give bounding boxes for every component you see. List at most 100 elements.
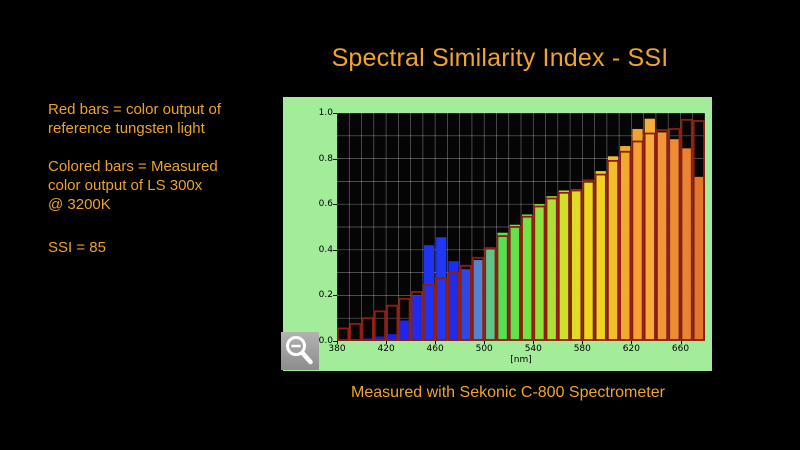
reference-bar xyxy=(447,271,460,341)
measured-bar xyxy=(656,132,668,341)
measured-bar xyxy=(595,171,606,341)
measured-bar xyxy=(669,139,680,341)
x-tick-mark xyxy=(435,341,437,344)
annotation-line: reference tungsten light xyxy=(48,120,205,137)
measured-bar xyxy=(509,224,520,341)
reference-bar xyxy=(656,129,669,341)
measured-bar xyxy=(681,148,692,341)
spectrum-svg xyxy=(337,113,705,341)
reference-bar xyxy=(410,291,423,341)
annotation-red-bars: Red bars = color output of reference tung… xyxy=(48,100,273,138)
reference-bar xyxy=(570,189,583,341)
x-axis-unit-label: [nm] xyxy=(510,355,532,365)
reference-bar xyxy=(619,150,632,341)
reference-bar xyxy=(668,128,681,341)
reference-bar xyxy=(349,322,362,341)
reference-bar xyxy=(337,327,350,341)
annotation-ssi: SSI = 85 xyxy=(48,238,273,257)
y-tick-mark xyxy=(333,341,337,342)
annotation-colored-bars: Colored bars = Measured color output of L… xyxy=(48,157,273,214)
measured-bar xyxy=(460,269,471,341)
x-tick-label: 380 xyxy=(328,344,346,354)
measured-bar xyxy=(583,182,594,341)
reference-bar xyxy=(521,215,534,341)
reference-bar xyxy=(557,191,570,341)
x-tick-label: 660 xyxy=(671,344,690,354)
measured-bar xyxy=(497,232,508,341)
x-tick-mark xyxy=(680,341,682,344)
y-tick-label: 0.2 xyxy=(318,290,333,301)
measured-bar xyxy=(693,176,704,341)
reference-bar xyxy=(533,205,546,341)
reference-bar xyxy=(435,277,448,341)
y-tick-mark xyxy=(333,249,337,251)
x-tick-mark xyxy=(533,341,535,344)
measured-bar xyxy=(607,156,619,341)
y-tick-mark xyxy=(333,113,337,114)
reference-bar xyxy=(508,226,521,341)
y-tick-label: 0.0 xyxy=(318,336,333,346)
measured-bar xyxy=(522,214,533,341)
reference-bar xyxy=(692,120,705,341)
reference-bar xyxy=(496,235,509,341)
measured-bar xyxy=(620,146,631,341)
measured-bar xyxy=(558,190,570,341)
reference-bar xyxy=(386,304,399,341)
x-tick-label: 500 xyxy=(475,344,493,354)
measured-bar xyxy=(644,118,655,341)
reference-bar xyxy=(545,197,558,341)
y-tick-mark xyxy=(333,158,337,160)
x-tick-mark xyxy=(582,341,584,344)
reference-bar xyxy=(631,140,644,341)
x-tick-mark xyxy=(337,341,338,344)
reference-bar xyxy=(484,247,497,341)
x-tick-label: 620 xyxy=(622,344,640,354)
reference-bar xyxy=(422,284,436,341)
measured-bar xyxy=(387,334,398,341)
caption: Measured with Sekonic C-800 Spectrometer xyxy=(351,384,665,401)
reference-bar xyxy=(594,173,607,341)
x-tick-mark xyxy=(386,341,388,344)
reference-bar xyxy=(373,310,386,341)
page-title: Spectral Similarity Index - SSI xyxy=(331,44,669,72)
measured-bar xyxy=(546,196,557,341)
measured-bar xyxy=(374,336,386,341)
measured-bar xyxy=(472,260,484,341)
x-tick-label: 420 xyxy=(377,344,395,354)
measured-bar xyxy=(485,247,496,341)
gridlines xyxy=(337,113,705,341)
y-tick-label: 0.6 xyxy=(318,199,333,210)
chart-panel: 380 420 460 500 540 580 620 660 0.0 0.2 0.4 0.6 0.8 1… xyxy=(281,97,712,371)
y-tick-label: 1.0 xyxy=(318,108,333,118)
x-tick-label: 580 xyxy=(573,344,591,354)
reference-bar xyxy=(643,132,656,341)
measured-bar xyxy=(632,128,643,341)
reference-bar xyxy=(472,256,485,341)
x-tick-mark xyxy=(484,341,486,344)
measured-bar xyxy=(411,295,422,341)
annotation-line: Colored bars = Measured xyxy=(48,158,218,175)
reference-bars xyxy=(337,118,705,341)
annotation-line: @ 3200K xyxy=(48,196,111,213)
reference-bar xyxy=(398,297,411,341)
annotation-line: color output of LS 300x xyxy=(48,177,203,194)
measured-bar xyxy=(571,189,582,341)
measured-bar xyxy=(448,261,459,341)
zoom-out-button[interactable] xyxy=(281,332,319,370)
reference-bar xyxy=(606,159,620,341)
y-tick-mark xyxy=(333,204,337,206)
measured-bar xyxy=(436,237,447,341)
reference-bar xyxy=(459,264,472,341)
x-tick-label: 460 xyxy=(426,344,444,354)
annotation-line: Red bars = color output of xyxy=(48,101,222,118)
reference-bar xyxy=(582,179,595,341)
reference-bar xyxy=(361,317,374,341)
annotation-line: SSI = 85 xyxy=(48,239,106,256)
measured-bar xyxy=(534,204,545,341)
x-tick-mark xyxy=(631,341,633,344)
measured-bar xyxy=(423,245,435,341)
reference-bar xyxy=(680,118,693,341)
magnifier-minus-icon xyxy=(286,336,313,365)
x-tick-label: 540 xyxy=(524,344,542,354)
